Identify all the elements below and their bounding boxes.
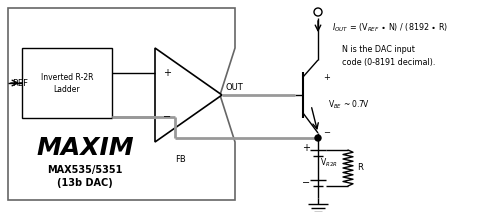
Text: −: − [301, 178, 310, 188]
Text: Inverted R-2R: Inverted R-2R [41, 73, 93, 81]
Text: +: + [302, 143, 310, 153]
Text: $I_{OUT}$ = (V$_{REF}$ $\bullet$ N) / (8192 $\bullet$ R): $I_{OUT}$ = (V$_{REF}$ $\bullet$ N) / (8… [331, 22, 447, 34]
Text: OUT: OUT [225, 84, 243, 92]
Text: Ladder: Ladder [54, 85, 80, 95]
Text: FB: FB [175, 155, 185, 165]
Text: +: + [322, 73, 329, 81]
Bar [22, 48, 112, 118]
Text: N is the DAC input: N is the DAC input [341, 46, 414, 54]
Text: −: − [322, 128, 329, 138]
Text: REF: REF [12, 78, 28, 88]
Text: V$_{R2R}$: V$_{R2R}$ [319, 157, 337, 169]
Text: (13b DAC): (13b DAC) [57, 178, 113, 188]
Circle shape [314, 135, 320, 141]
Polygon shape [155, 48, 221, 142]
Text: code (0-8191 decimal).: code (0-8191 decimal). [341, 59, 434, 67]
Text: −: − [163, 112, 171, 122]
Polygon shape [8, 8, 234, 200]
Text: V$_{BE}$ ~ 0.7V: V$_{BE}$ ~ 0.7V [327, 99, 369, 111]
Text: MAX535/5351: MAX535/5351 [47, 165, 122, 175]
Text: MAXIM: MAXIM [36, 136, 134, 160]
Text: R: R [356, 163, 362, 173]
Text: +: + [163, 68, 171, 78]
